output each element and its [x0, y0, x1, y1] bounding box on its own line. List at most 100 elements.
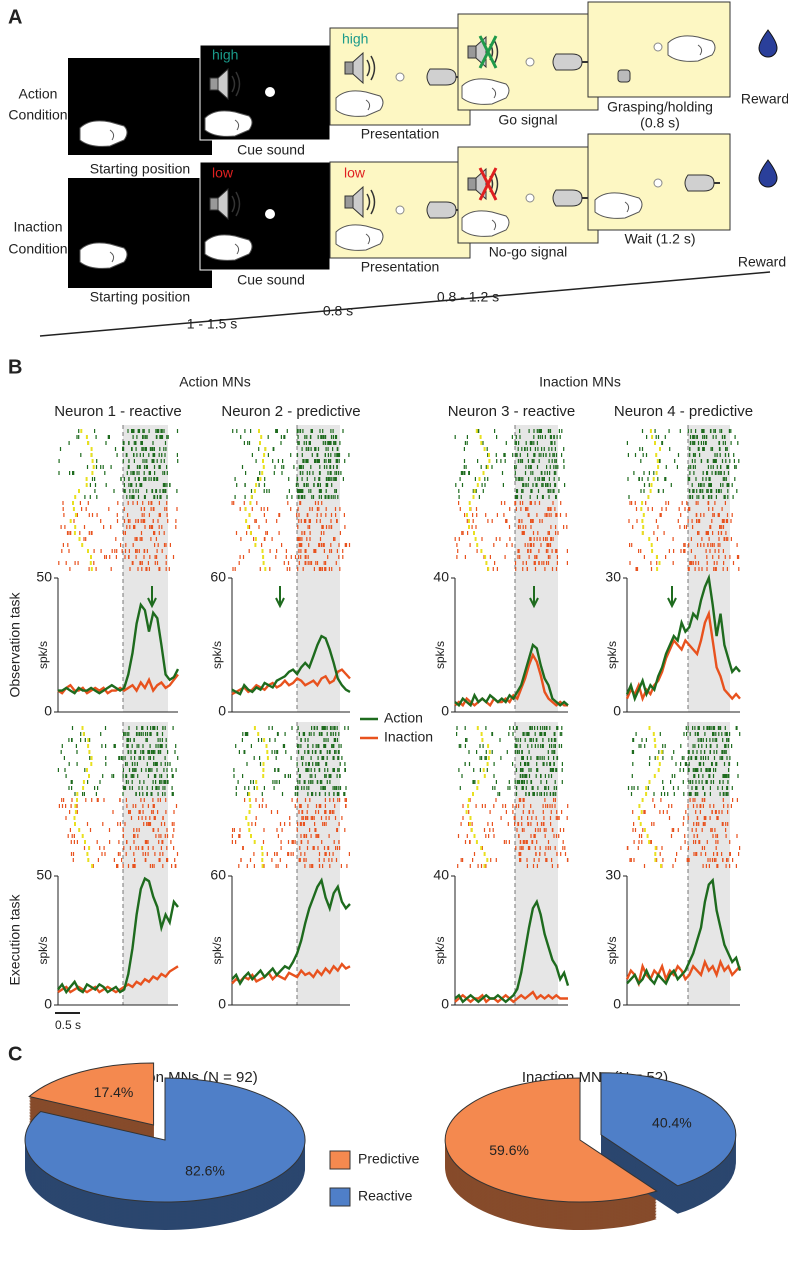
raster-row [239, 507, 341, 511]
raster-row [258, 447, 339, 451]
raster-row [470, 828, 565, 832]
raster-row [494, 561, 568, 565]
y-tick-label: 40 [433, 867, 449, 883]
raster-row [70, 852, 179, 856]
nogo-cross [478, 167, 498, 201]
raster-row [241, 465, 338, 469]
raster-row [464, 762, 563, 766]
raster-row [656, 537, 732, 541]
y-axis-label: spk/s [433, 641, 447, 669]
raster-row [89, 483, 171, 487]
legend-swatch [329, 1150, 351, 1170]
raster-row [632, 738, 730, 742]
raster-row [654, 804, 732, 808]
y-axis-label: spk/s [433, 936, 447, 964]
raster-row [627, 786, 733, 790]
step-caption: Wait (1.2 s) [624, 231, 695, 247]
raster-row [248, 525, 346, 529]
step-caption: No-go signal [489, 244, 568, 260]
raster-row [231, 834, 330, 838]
raster-row [632, 762, 739, 766]
panel-label: B [8, 356, 22, 378]
step-caption: Starting position [90, 289, 190, 305]
condition-label: Condition [8, 241, 67, 257]
raster-row [67, 834, 174, 838]
raster-row [626, 441, 739, 445]
raster-row [629, 858, 734, 862]
raster-row [254, 519, 338, 523]
y-tick-label: 0 [218, 703, 226, 719]
pie-slice [600, 1072, 737, 1187]
raster-row [233, 768, 346, 772]
raster-row [632, 810, 729, 814]
y-axis-label: spk/s [605, 936, 619, 964]
raster-row [242, 846, 341, 850]
raster-row [458, 495, 557, 499]
raster-row [628, 519, 732, 523]
raster-row [469, 798, 556, 802]
timeline-label: 0.8 - 1.2 s [437, 289, 499, 305]
raster-row [455, 483, 566, 487]
raster-row [65, 774, 174, 778]
raster-row [481, 846, 566, 850]
condition-label: Condition [8, 107, 67, 123]
raster-row [86, 822, 175, 826]
reward-drop [758, 159, 778, 188]
raster-row [86, 465, 168, 469]
raster-row [457, 864, 559, 868]
raster-row [238, 561, 337, 565]
raster-row [646, 435, 736, 439]
row-title: Execution task [7, 893, 23, 985]
raster-row [76, 435, 169, 439]
legend-label: Predictive [358, 1151, 420, 1167]
raster-row [461, 531, 559, 535]
raster-row [460, 471, 557, 475]
raster-row [468, 810, 563, 814]
raster-row [457, 549, 568, 553]
reward-drop [758, 29, 778, 58]
raster-row [238, 864, 348, 868]
raster-row [68, 786, 173, 790]
cue-word: low [344, 165, 366, 181]
raster-row [464, 840, 564, 844]
raster-row [74, 792, 174, 796]
raster-row [235, 792, 346, 796]
raster-row [464, 441, 556, 445]
raster-row [232, 567, 341, 571]
target [525, 193, 535, 203]
group-title: Inaction MNs [539, 374, 621, 390]
series-line [231, 962, 351, 985]
raster-row [629, 561, 735, 565]
raster-row [635, 567, 740, 571]
raster-row [643, 483, 733, 487]
series-line [231, 877, 351, 987]
raster-row [69, 828, 175, 832]
row-title: Observation task [7, 591, 23, 697]
raster-row [253, 852, 350, 856]
legend-swatch [329, 1187, 351, 1207]
raster-row [456, 726, 563, 730]
legend-label: Action [384, 710, 423, 726]
raster-row [261, 543, 351, 547]
cue-arrow [667, 586, 677, 609]
raster-row [61, 549, 163, 553]
raster-row [72, 858, 176, 862]
raster-row [633, 471, 730, 475]
raster-row [639, 447, 728, 451]
raster-row [236, 483, 333, 487]
target [395, 72, 405, 82]
raster-row [78, 429, 179, 433]
raster-row [468, 750, 556, 754]
y-tick-label: 0 [441, 703, 449, 719]
raster-row [62, 501, 168, 505]
step-caption: (0.8 s) [640, 115, 680, 131]
raster-row [635, 732, 741, 736]
raster-row [641, 429, 732, 433]
raster-row [253, 756, 343, 760]
raster-row [238, 750, 340, 754]
raster-row [83, 846, 175, 850]
raster-row [473, 852, 567, 856]
step-caption: Cue sound [237, 272, 305, 288]
step-caption: Grasping/holding [607, 99, 713, 115]
